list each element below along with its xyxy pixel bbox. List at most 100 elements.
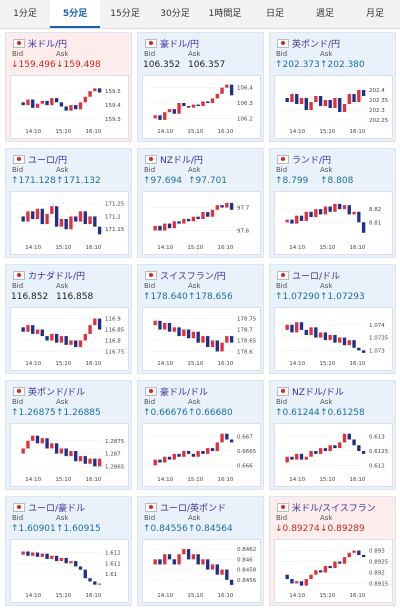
candle: [225, 202, 229, 208]
candle: [347, 205, 351, 215]
candle: [88, 91, 92, 97]
candle: [309, 102, 313, 110]
bid-label: Bid: [12, 398, 24, 406]
tab[interactable]: 5分足: [50, 0, 100, 28]
candle: [158, 320, 162, 330]
flag: [277, 155, 289, 164]
x-tick-label: 15:10: [319, 593, 335, 599]
candle: [201, 451, 205, 454]
mini-chart: 8.82 8.81 14:10 15:10 16:10: [274, 191, 393, 255]
y-tick-label: 202.25: [369, 118, 389, 124]
rate-card[interactable]: ランド/円 Bid Ask ↑8.799 ↑8.808 8.82 8.81 14:10 15:1…: [269, 148, 396, 258]
rate-card[interactable]: 豪ドル/ドル Bid Ask ↑0.66676 ↑0.66680 0.667 0.6665 0…: [137, 380, 264, 490]
candle: [88, 578, 92, 582]
candle: [64, 219, 68, 230]
rate-card[interactable]: ユーロ/ドル Bid Ask ↑1.07290 ↑1.07293 1.074 1.0735 1…: [269, 264, 396, 374]
candle: [97, 318, 102, 330]
rate-card[interactable]: 英ポンド/ドル Bid Ask ↑1.26875 ↑1.26885 1.2875 1.287…: [5, 380, 132, 490]
rate-card[interactable]: スイスフラン/円 Bid Ask ↑178.640 ↑178.656 178.75 178.…: [137, 264, 264, 374]
bid-value: ↑0.61244: [275, 408, 320, 418]
flag: [145, 155, 157, 164]
rate-card[interactable]: 米ドル/円 Bid Ask ↓159.496 ↓159.498 159.5 159.4 159…: [5, 32, 132, 142]
rate-card[interactable]: 英ポンド/円 Bid Ask ↑202.373 ↑202.380 202.4 202.35 2…: [269, 32, 396, 142]
candle: [64, 557, 68, 564]
rate-card[interactable]: 米ドル/スイスフラン Bid Ask ↓0.89274 ↓0.89289 0.893 0.8…: [269, 496, 396, 606]
flag-dot: [281, 273, 285, 277]
ask-value: ↑1.60915: [56, 524, 101, 534]
candle: [64, 106, 68, 111]
candle: [210, 98, 215, 103]
candle: [357, 90, 361, 102]
candle: [206, 101, 210, 103]
y-tick-label: 0.6665: [237, 449, 257, 455]
y-tick-label: 97.6: [237, 229, 250, 235]
candle: [314, 209, 318, 218]
tab[interactable]: 月足: [365, 9, 384, 19]
x-tick-label: 15:10: [187, 129, 203, 135]
ask-label: Ask: [320, 50, 333, 58]
tab[interactable]: 日足: [265, 9, 284, 19]
x-tick-label: 15:10: [55, 129, 71, 135]
bid-label: Bid: [276, 50, 288, 58]
candle: [83, 211, 87, 225]
flag: [13, 39, 25, 48]
y-tick-label: 0.893: [369, 549, 385, 555]
candle: [347, 433, 351, 440]
candle: [182, 451, 186, 457]
flag: [277, 387, 289, 396]
bid-value: ↑0.66676: [143, 408, 188, 418]
ask-value: ↑1.07293: [320, 292, 365, 302]
x-tick-label: 14:10: [25, 593, 41, 599]
candle: [163, 456, 167, 463]
candle: [191, 453, 196, 457]
rate-card[interactable]: ユーロ/円 Bid Ask ↑171.128 ↑171.132 171.25 171.2 17…: [5, 148, 132, 258]
candle: [74, 340, 78, 348]
rate-card[interactable]: ユーロ/英ポンド Bid Ask ↑0.84556 ↑0.84564 0.8462 0.84…: [137, 496, 264, 606]
ask-value: ↓159.498: [56, 60, 101, 70]
ask-label: Ask: [56, 166, 69, 174]
x-tick-label: 14:10: [157, 245, 173, 251]
rate-card[interactable]: ユーロ/豪ドル Bid Ask ↑1.60901 ↑1.60915 1.612 1.611 1…: [5, 496, 132, 606]
ask-value: ↑202.380: [320, 60, 365, 70]
candle: [54, 443, 59, 454]
rate-card[interactable]: カナダドル/円 Bid Ask 116.852 116.858 116.9 116.85 11…: [5, 264, 132, 374]
x-tick-label: 16:10: [217, 245, 233, 251]
bid-label: Bid: [144, 50, 156, 58]
rate-card[interactable]: NZドル/円 Bid Ask ↑97.694 ↑97.701 97.7 97.6 14:10 1…: [137, 148, 264, 258]
candle: [93, 216, 97, 227]
ask-label: Ask: [56, 514, 69, 522]
x-tick-label: 16:10: [349, 593, 365, 599]
candle: [206, 559, 210, 570]
y-tick-label: 0.8925: [369, 560, 389, 566]
rate-card[interactable]: 豪ドル/円 Bid Ask 106.352 106.357 106.4 106.3 106.2…: [137, 32, 264, 142]
candle: [158, 559, 162, 565]
y-tick-label: 0.892: [369, 570, 385, 576]
candle: [201, 101, 205, 107]
candle: [21, 216, 25, 222]
tab[interactable]: 15分足: [110, 9, 140, 19]
x-tick-label: 14:10: [25, 129, 41, 135]
flag-dot: [281, 389, 285, 393]
candle: [333, 445, 337, 449]
candle: [40, 553, 44, 557]
candle: [206, 212, 210, 217]
candle: [83, 456, 87, 464]
candle: [285, 574, 289, 580]
y-tick-label: 0.613: [369, 435, 385, 441]
y-tick-label: 1.2875: [105, 439, 125, 445]
candle: [186, 549, 191, 560]
flag: [145, 503, 157, 512]
tab[interactable]: 週足: [315, 9, 334, 19]
candle: [172, 221, 176, 229]
candle: [153, 559, 157, 565]
y-tick-label: 0.612: [369, 463, 385, 469]
rate-card[interactable]: NZドル/ドル Bid Ask ↑0.61244 ↑0.61258 0.613 0.6125…: [269, 380, 396, 490]
candle: [299, 453, 304, 460]
tab[interactable]: 1時間足: [208, 9, 242, 19]
ask-value: ↑97.701: [188, 176, 228, 186]
tab[interactable]: 1分足: [13, 9, 37, 19]
tab[interactable]: 30分足: [160, 9, 190, 19]
flag: [13, 387, 25, 396]
candle: [299, 322, 304, 330]
candle: [206, 448, 210, 454]
